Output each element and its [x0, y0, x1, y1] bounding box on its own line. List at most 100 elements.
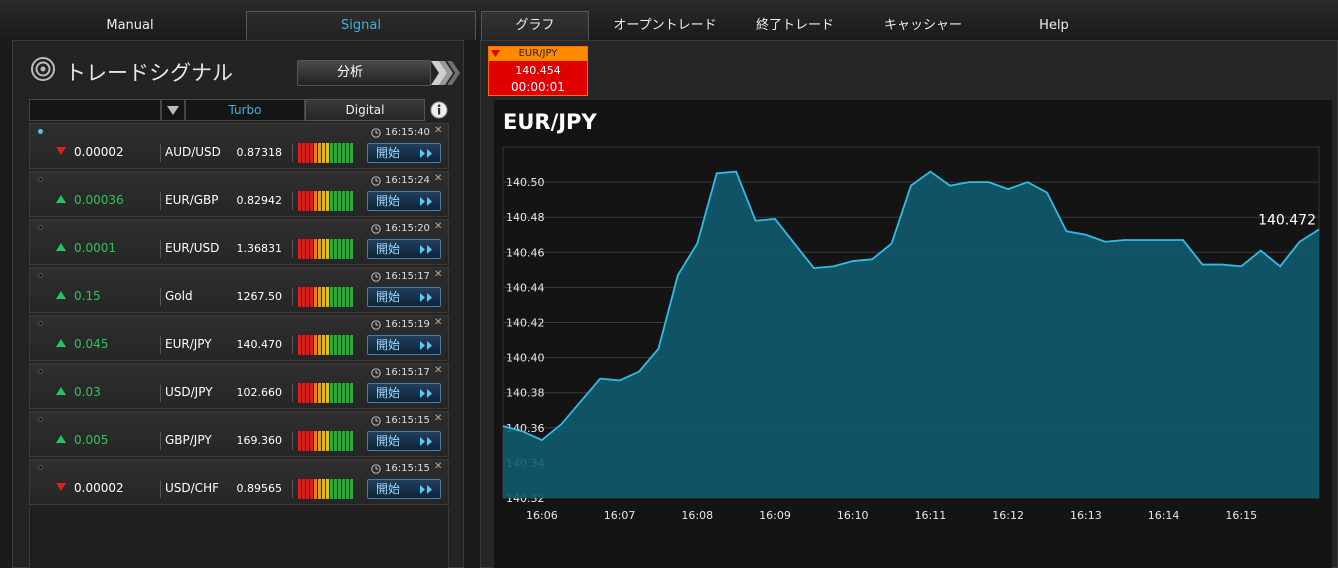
active-trade-asset: EUR/JPY	[489, 47, 587, 61]
meter-segment	[342, 143, 345, 163]
tab-closed-trades[interactable]: 終了トレード	[755, 18, 834, 33]
meter-segment	[302, 383, 305, 403]
close-icon[interactable]: ✕	[434, 461, 443, 472]
status-dot	[38, 417, 43, 422]
start-trade-button[interactable]: 開始	[367, 335, 441, 355]
close-icon[interactable]: ✕	[434, 269, 443, 280]
analyze-button[interactable]: 分析	[297, 60, 431, 86]
active-trade-timer: 00:00:01	[511, 80, 565, 94]
price-line	[502, 170, 1320, 442]
start-trade-button[interactable]: 開始	[367, 191, 441, 211]
close-icon[interactable]: ✕	[434, 173, 443, 184]
signal-row: 0.03 USD/JPY 102.660 16:15:17 ✕ 開始	[29, 363, 449, 409]
meter-segment	[322, 383, 325, 403]
x-tick-label: 16:11	[915, 509, 947, 522]
y-tick-label: 140.46	[506, 246, 545, 259]
tab-cashier[interactable]: キャッシャー	[883, 18, 962, 33]
start-trade-button[interactable]: 開始	[367, 479, 441, 499]
status-dot	[38, 321, 43, 326]
tab-graph[interactable]: グラフ	[481, 11, 589, 40]
asset-name: AUD/USD	[165, 145, 221, 159]
chevrons-right-icon[interactable]	[431, 60, 461, 86]
meter-segment	[314, 143, 317, 163]
clock-icon	[371, 272, 381, 282]
meter-segment	[342, 383, 345, 403]
direction-arrow-icon	[56, 483, 66, 491]
close-icon[interactable]: ✕	[434, 125, 443, 136]
x-tick-label: 16:12	[992, 509, 1024, 522]
y-tick-label: 140.48	[506, 211, 545, 224]
tab-manual[interactable]: Manual	[106, 18, 154, 33]
meter-segment	[334, 143, 337, 163]
meter-segment	[298, 383, 301, 403]
turbo-tab[interactable]: Turbo	[185, 99, 305, 121]
start-trade-button[interactable]: 開始	[367, 143, 441, 163]
x-tick-label: 16:08	[681, 509, 713, 522]
direction-arrow-icon	[56, 147, 66, 155]
signal-strength: 0.00002	[74, 481, 124, 495]
close-icon[interactable]: ✕	[434, 317, 443, 328]
meter-segment	[338, 431, 341, 451]
signal-row: 0.00002 USD/CHF 0.89565 16:15:15 ✕ 開始	[29, 459, 449, 505]
meter-segment	[338, 335, 341, 355]
signal-time: 16:15:15	[385, 415, 430, 426]
close-icon[interactable]: ✕	[434, 413, 443, 424]
meter-segment	[322, 239, 325, 259]
start-trade-button[interactable]: 開始	[367, 287, 441, 307]
x-tick-label: 16:15	[1225, 509, 1257, 522]
meter-segment	[306, 431, 309, 451]
meter-segment	[326, 239, 329, 259]
meter-segment	[326, 431, 329, 451]
meter-segment	[306, 479, 309, 499]
meter-segment	[338, 479, 341, 499]
meter-segment	[302, 239, 305, 259]
info-icon[interactable]	[429, 99, 449, 121]
close-icon[interactable]: ✕	[434, 365, 443, 376]
asset-price: 0.89565	[236, 482, 283, 495]
close-icon[interactable]: ✕	[434, 221, 443, 232]
meter-segment	[330, 239, 333, 259]
meter-segment	[342, 287, 345, 307]
signal-time: 16:15:20	[385, 223, 430, 234]
tab-help[interactable]: Help	[1039, 18, 1069, 33]
meter-segment	[326, 479, 329, 499]
meter-segment	[322, 431, 325, 451]
strength-meter	[298, 431, 353, 451]
start-trade-button[interactable]: 開始	[367, 383, 441, 403]
signal-time: 16:15:19	[385, 319, 430, 330]
meter-segment	[314, 383, 317, 403]
direction-arrow-icon	[56, 387, 66, 395]
meter-segment	[314, 191, 317, 211]
signal-strength: 0.045	[74, 337, 109, 351]
meter-segment	[318, 383, 321, 403]
price-chart: 140.50 140.48 140.46 140.44 140.42 140.40 140.…	[502, 146, 1320, 522]
tab-open-trades[interactable]: オープントレード	[613, 18, 717, 33]
start-trade-button[interactable]: 開始	[367, 239, 441, 259]
active-trade-card[interactable]: EUR/JPY 140.454 00:00:01	[488, 46, 588, 96]
meter-segment	[330, 287, 333, 307]
meter-segment	[314, 431, 317, 451]
asset-filter-select[interactable]	[29, 99, 161, 121]
signal-time: 16:15:24	[385, 175, 430, 186]
signal-row: 0.0001 EUR/USD 1.36831 16:15:20 ✕ 開始	[29, 219, 449, 265]
tab-signal[interactable]: Signal	[246, 11, 476, 40]
start-trade-button[interactable]: 開始	[367, 431, 441, 451]
meter-segment	[314, 479, 317, 499]
signal-icon	[31, 57, 55, 81]
asset-name: EUR/USD	[165, 241, 220, 255]
meter-segment	[314, 287, 317, 307]
meter-segment	[306, 335, 309, 355]
signals-panel: トレードシグナル 分析 Turbo Digital 0.00002 AUD/US…	[12, 40, 464, 568]
meter-segment	[338, 239, 341, 259]
filter-bar: Turbo Digital	[29, 99, 449, 122]
status-dot	[38, 465, 43, 470]
meter-segment	[350, 191, 353, 211]
y-tick-label: 140.40	[506, 352, 545, 365]
meter-segment	[314, 335, 317, 355]
filter-dropdown-toggle[interactable]	[161, 99, 185, 121]
meter-segment	[330, 479, 333, 499]
clock-icon	[371, 224, 381, 234]
signals-panel-header: トレードシグナル 分析	[13, 41, 463, 99]
digital-tab[interactable]: Digital	[305, 99, 425, 121]
meter-segment	[334, 335, 337, 355]
